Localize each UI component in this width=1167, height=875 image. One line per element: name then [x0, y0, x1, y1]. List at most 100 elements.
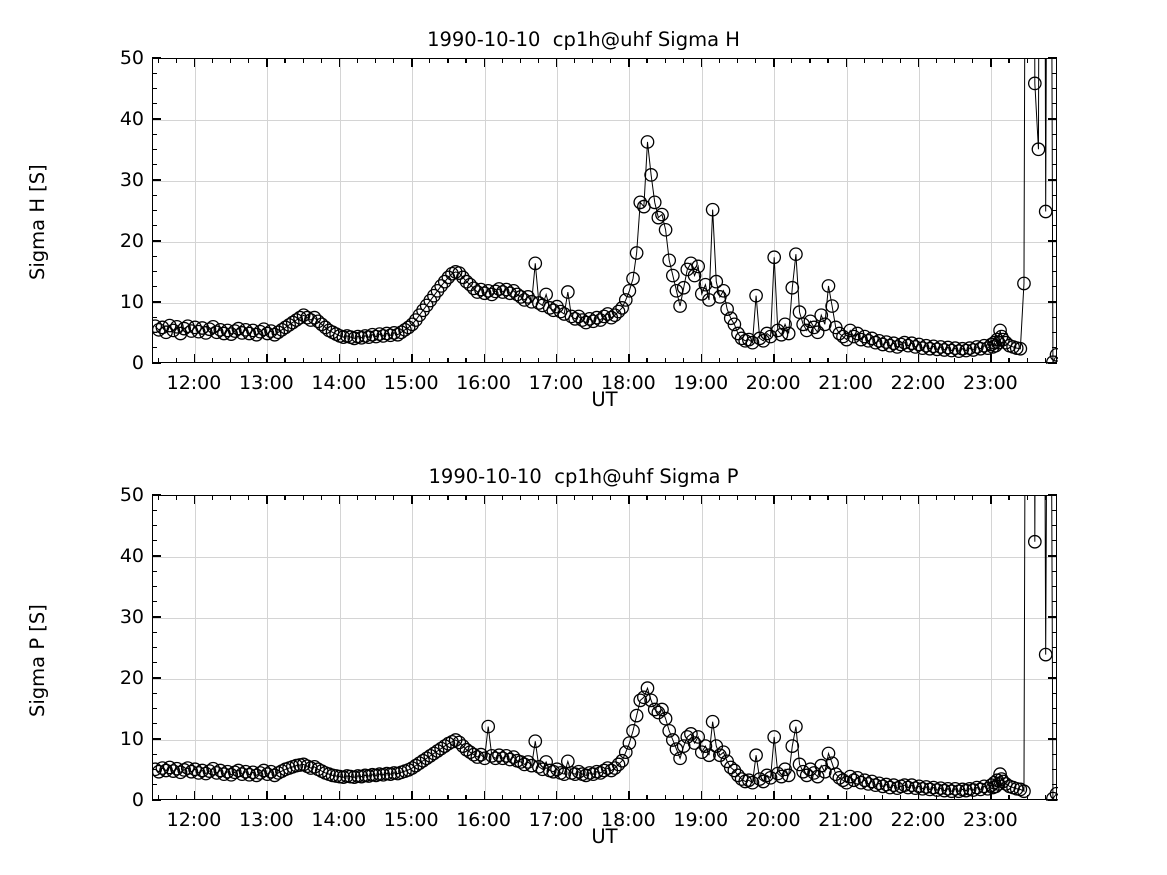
ytick-minor-right	[1052, 316, 1057, 318]
data-point-marker	[886, 336, 901, 351]
data-point-marker	[1031, 142, 1046, 157]
xtick-minor	[863, 795, 865, 800]
data-point-marker	[857, 329, 872, 344]
xtick-minor	[881, 795, 883, 800]
xtick-minor-top	[972, 58, 974, 63]
xtick-minor-top	[736, 495, 739, 500]
xtick-label: 17:00	[528, 372, 584, 394]
xtick-label: 14:00	[311, 809, 367, 831]
data-point-marker	[195, 763, 210, 778]
ytick-minor-right	[1052, 768, 1057, 771]
data-point-marker	[944, 343, 959, 358]
data-point-marker	[883, 338, 897, 353]
data-point-marker	[495, 751, 510, 766]
data-point-marker	[188, 320, 202, 335]
data-point-marker	[582, 312, 597, 326]
xtick-minor-top	[827, 58, 829, 63]
data-point-marker	[209, 766, 224, 780]
panel-sigma-h: 1990-10-10 cp1h@uhf Sigma H 12:00 13:00 14…	[0, 0, 1167, 437]
data-point-marker	[684, 256, 698, 271]
plot-series-sigma-h	[153, 59, 1058, 364]
xtick-major	[773, 354, 775, 363]
data-point-marker	[153, 762, 163, 777]
data-point-marker	[741, 773, 756, 788]
xtick-minor	[682, 795, 684, 800]
data-point-marker	[836, 773, 850, 788]
xtick-minor	[610, 795, 612, 800]
xtick-minor-top	[212, 58, 214, 63]
xtick-major-top	[483, 58, 485, 67]
xtick-minor	[682, 358, 684, 363]
data-point-marker	[173, 326, 188, 341]
xtick-label: 16:00	[456, 809, 511, 831]
xtick-label: 23:00	[963, 809, 1018, 831]
ytick-minor-right	[1052, 601, 1057, 603]
ytick-major-right	[1048, 494, 1057, 496]
ytick-label: 20	[119, 667, 144, 689]
xtick-minor-top	[284, 495, 286, 500]
ytick-minor	[152, 723, 157, 725]
data-point-marker	[517, 293, 532, 307]
xtick-minor	[501, 358, 503, 363]
xtick-minor	[755, 358, 757, 363]
ytick-major	[152, 179, 161, 181]
ytick-minor-right	[1052, 255, 1057, 257]
ytick-major-right	[1048, 240, 1057, 242]
xtick-minor-top	[610, 58, 612, 63]
xtick-minor-top	[936, 58, 938, 63]
xtick-minor	[230, 358, 232, 363]
data-point-marker	[658, 222, 673, 237]
data-point-marker	[709, 274, 724, 289]
ytick-minor	[152, 270, 157, 273]
data-point-marker	[217, 767, 231, 782]
ytick-minor-right	[1052, 331, 1057, 334]
data-point-marker	[427, 746, 441, 761]
xtick-label: 19:00	[673, 809, 729, 831]
ytick-major	[152, 738, 161, 740]
xtick-major	[555, 791, 558, 800]
data-point-marker	[720, 302, 734, 316]
data-point-marker	[170, 319, 184, 334]
data-point-marker	[568, 767, 582, 782]
data-point-marker	[597, 309, 611, 324]
gridline-vertical	[846, 59, 848, 362]
xtick-minor	[863, 358, 865, 363]
data-point-marker	[629, 708, 644, 723]
data-point-marker	[901, 338, 915, 353]
xtick-major-top	[917, 58, 920, 67]
ytick-label: 0	[131, 789, 144, 811]
data-point-marker	[173, 765, 188, 780]
xtick-minor	[519, 358, 521, 363]
xtick-minor	[1044, 358, 1046, 363]
data-point-marker	[470, 285, 485, 299]
xtick-major-top	[773, 495, 775, 504]
data-point-marker	[220, 764, 235, 779]
xtick-minor	[212, 358, 214, 363]
ytick-minor	[152, 87, 157, 90]
xtick-minor	[592, 358, 594, 363]
data-point-marker	[539, 287, 553, 302]
ytick-minor-right	[1052, 753, 1057, 755]
gridline-vertical	[991, 59, 993, 362]
data-point-marker	[456, 270, 470, 285]
ytick-minor	[152, 570, 157, 572]
data-point-marker	[481, 719, 496, 734]
data-point-marker	[571, 764, 586, 779]
xtick-minor-top	[592, 58, 594, 63]
gridline-vertical	[846, 496, 848, 799]
gridline-vertical	[339, 59, 341, 362]
xtick-minor	[175, 795, 178, 800]
data-point-marker	[1038, 204, 1053, 219]
data-point-marker	[177, 321, 191, 336]
data-point-marker	[644, 693, 658, 708]
data-point-marker	[655, 702, 669, 717]
gridline-vertical	[556, 496, 558, 799]
data-point-marker	[166, 764, 181, 778]
xtick-minor-top	[1044, 495, 1046, 500]
xtick-minor-top	[718, 495, 721, 500]
xtick-minor	[284, 358, 286, 363]
xtick-minor	[1026, 795, 1028, 800]
ytick-minor-right	[1052, 784, 1057, 786]
xtick-major-top	[845, 495, 847, 504]
data-point-marker	[463, 745, 477, 760]
